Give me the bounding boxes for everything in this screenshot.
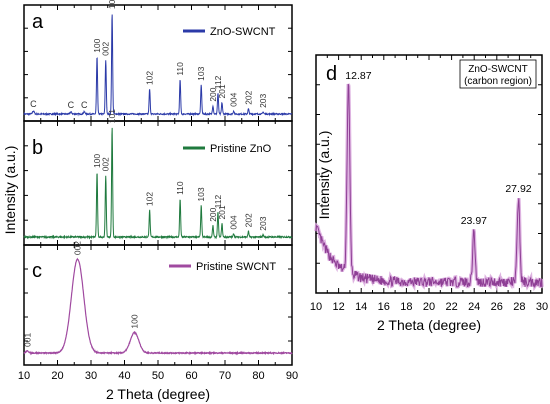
peak-label: 001 — [22, 333, 32, 347]
panel-b-ticks — [23, 121, 293, 245]
x-tick-label: 10 — [310, 301, 322, 313]
peak-label: 203 — [258, 93, 268, 107]
peak-label: 12.87 — [345, 70, 371, 82]
panel-d-y-axis-title: Intensity (a.u.) — [316, 131, 332, 220]
panel-a-series-line — [23, 14, 293, 117]
x-tick-label: 24 — [468, 301, 480, 313]
x-tick-label: 16 — [378, 301, 390, 313]
x-tick-label: 20 — [423, 301, 435, 313]
x-tick-label: 40 — [118, 370, 130, 382]
peak-label: 27.92 — [505, 183, 531, 195]
peak-label: C — [81, 100, 88, 110]
panel-a-legend: ZnO-SWCNT — [210, 26, 276, 38]
peak-label: 112 — [213, 195, 223, 209]
peak-label: 110 — [175, 62, 185, 76]
x-tick-label: 12 — [332, 301, 344, 313]
peak-label: 202 — [243, 213, 253, 227]
x-tick-label: 90 — [286, 370, 298, 382]
panel-d-legend-line1: ZnO-SWCNT — [468, 64, 527, 75]
peak-label: 100 — [92, 154, 102, 168]
panel-b-series-line — [23, 127, 293, 240]
peak-label: 112 — [213, 75, 223, 89]
panel-c-ticks — [23, 245, 293, 365]
peak-label: 100 — [92, 38, 102, 52]
panel-b-legend: Pristine ZnO — [210, 143, 272, 155]
peak-label: 004 — [229, 215, 239, 229]
x-tick-label: 50 — [152, 370, 164, 382]
panel-d-x-tick-labels: 10 12 14 16 18 20 22 24 26 28 30 — [310, 301, 548, 313]
panel-c-series-line — [23, 257, 293, 356]
peak-label: 004 — [229, 92, 239, 106]
panel-d-series-line — [315, 83, 543, 288]
panel-c: c Pristine SWCNT 001 002 100 10 20 30 40 50 60 7… — [18, 241, 298, 402]
peak-label: 103 — [196, 187, 206, 201]
panel-c-letter: c — [32, 260, 42, 282]
panel-d-letter: d — [326, 63, 337, 85]
panel-d-legend-line2: (carbon region) — [464, 76, 532, 87]
x-tick-label: 10 — [18, 370, 30, 382]
peak-label: 100 — [130, 314, 140, 328]
x-tick-label: 22 — [445, 301, 457, 313]
x-tick-label: 30 — [85, 370, 97, 382]
x-tick-label: 30 — [536, 301, 548, 313]
x-tick-label: 18 — [400, 301, 412, 313]
x-tick-label: 60 — [185, 370, 197, 382]
peak-label: C — [68, 100, 75, 110]
panel-c-x-axis-title: 2 Theta (degree) — [106, 386, 210, 402]
peak-label: 200 — [208, 207, 218, 221]
peak-label: 110 — [175, 181, 185, 195]
peak-label: 201 — [217, 84, 227, 98]
x-tick-label: 28 — [513, 301, 525, 313]
panel-d-ticks — [315, 55, 543, 293]
peak-label: 102 — [145, 71, 155, 85]
x-tick-label: 20 — [51, 370, 63, 382]
x-tick-label: 14 — [355, 301, 367, 313]
panel-d-legend-box — [459, 59, 537, 89]
panel-d-peak-labels: 12.87 23.97 27.92 — [345, 70, 532, 227]
panel-d-x-axis-title: 2 Theta (degree) — [377, 317, 481, 333]
peak-label: 101 — [107, 0, 117, 9]
peak-label: 103 — [196, 66, 206, 80]
peak-label: 202 — [243, 90, 253, 104]
peak-label: 002 — [101, 157, 111, 171]
panel-c-peak-labels: 001 002 100 — [22, 241, 139, 347]
peak-label: 102 — [145, 192, 155, 206]
peak-label: C — [30, 99, 37, 109]
peak-label: 101 — [107, 109, 117, 123]
panel-c-x-tick-labels: 10 20 30 40 50 60 70 80 90 — [18, 370, 298, 382]
peak-label: 200 — [208, 87, 218, 101]
peak-label: 002 — [101, 41, 111, 55]
panel-a-letter: a — [32, 11, 44, 33]
x-tick-label: 26 — [491, 301, 503, 313]
panel-d: d ZnO-SWCNT (carbon region) 12.87 23.97 27… — [310, 54, 548, 333]
peak-label: 002 — [73, 241, 83, 255]
peak-label: 23.97 — [461, 215, 487, 227]
panel-b-letter: b — [32, 137, 43, 159]
panel-c-legend: Pristine SWCNT — [196, 261, 276, 273]
x-tick-label: 80 — [252, 370, 264, 382]
peak-label: 201 — [217, 205, 227, 219]
peak-label: 203 — [258, 216, 268, 230]
x-tick-label: 70 — [219, 370, 231, 382]
left-y-axis-title: Intensity (a.u.) — [2, 146, 18, 235]
